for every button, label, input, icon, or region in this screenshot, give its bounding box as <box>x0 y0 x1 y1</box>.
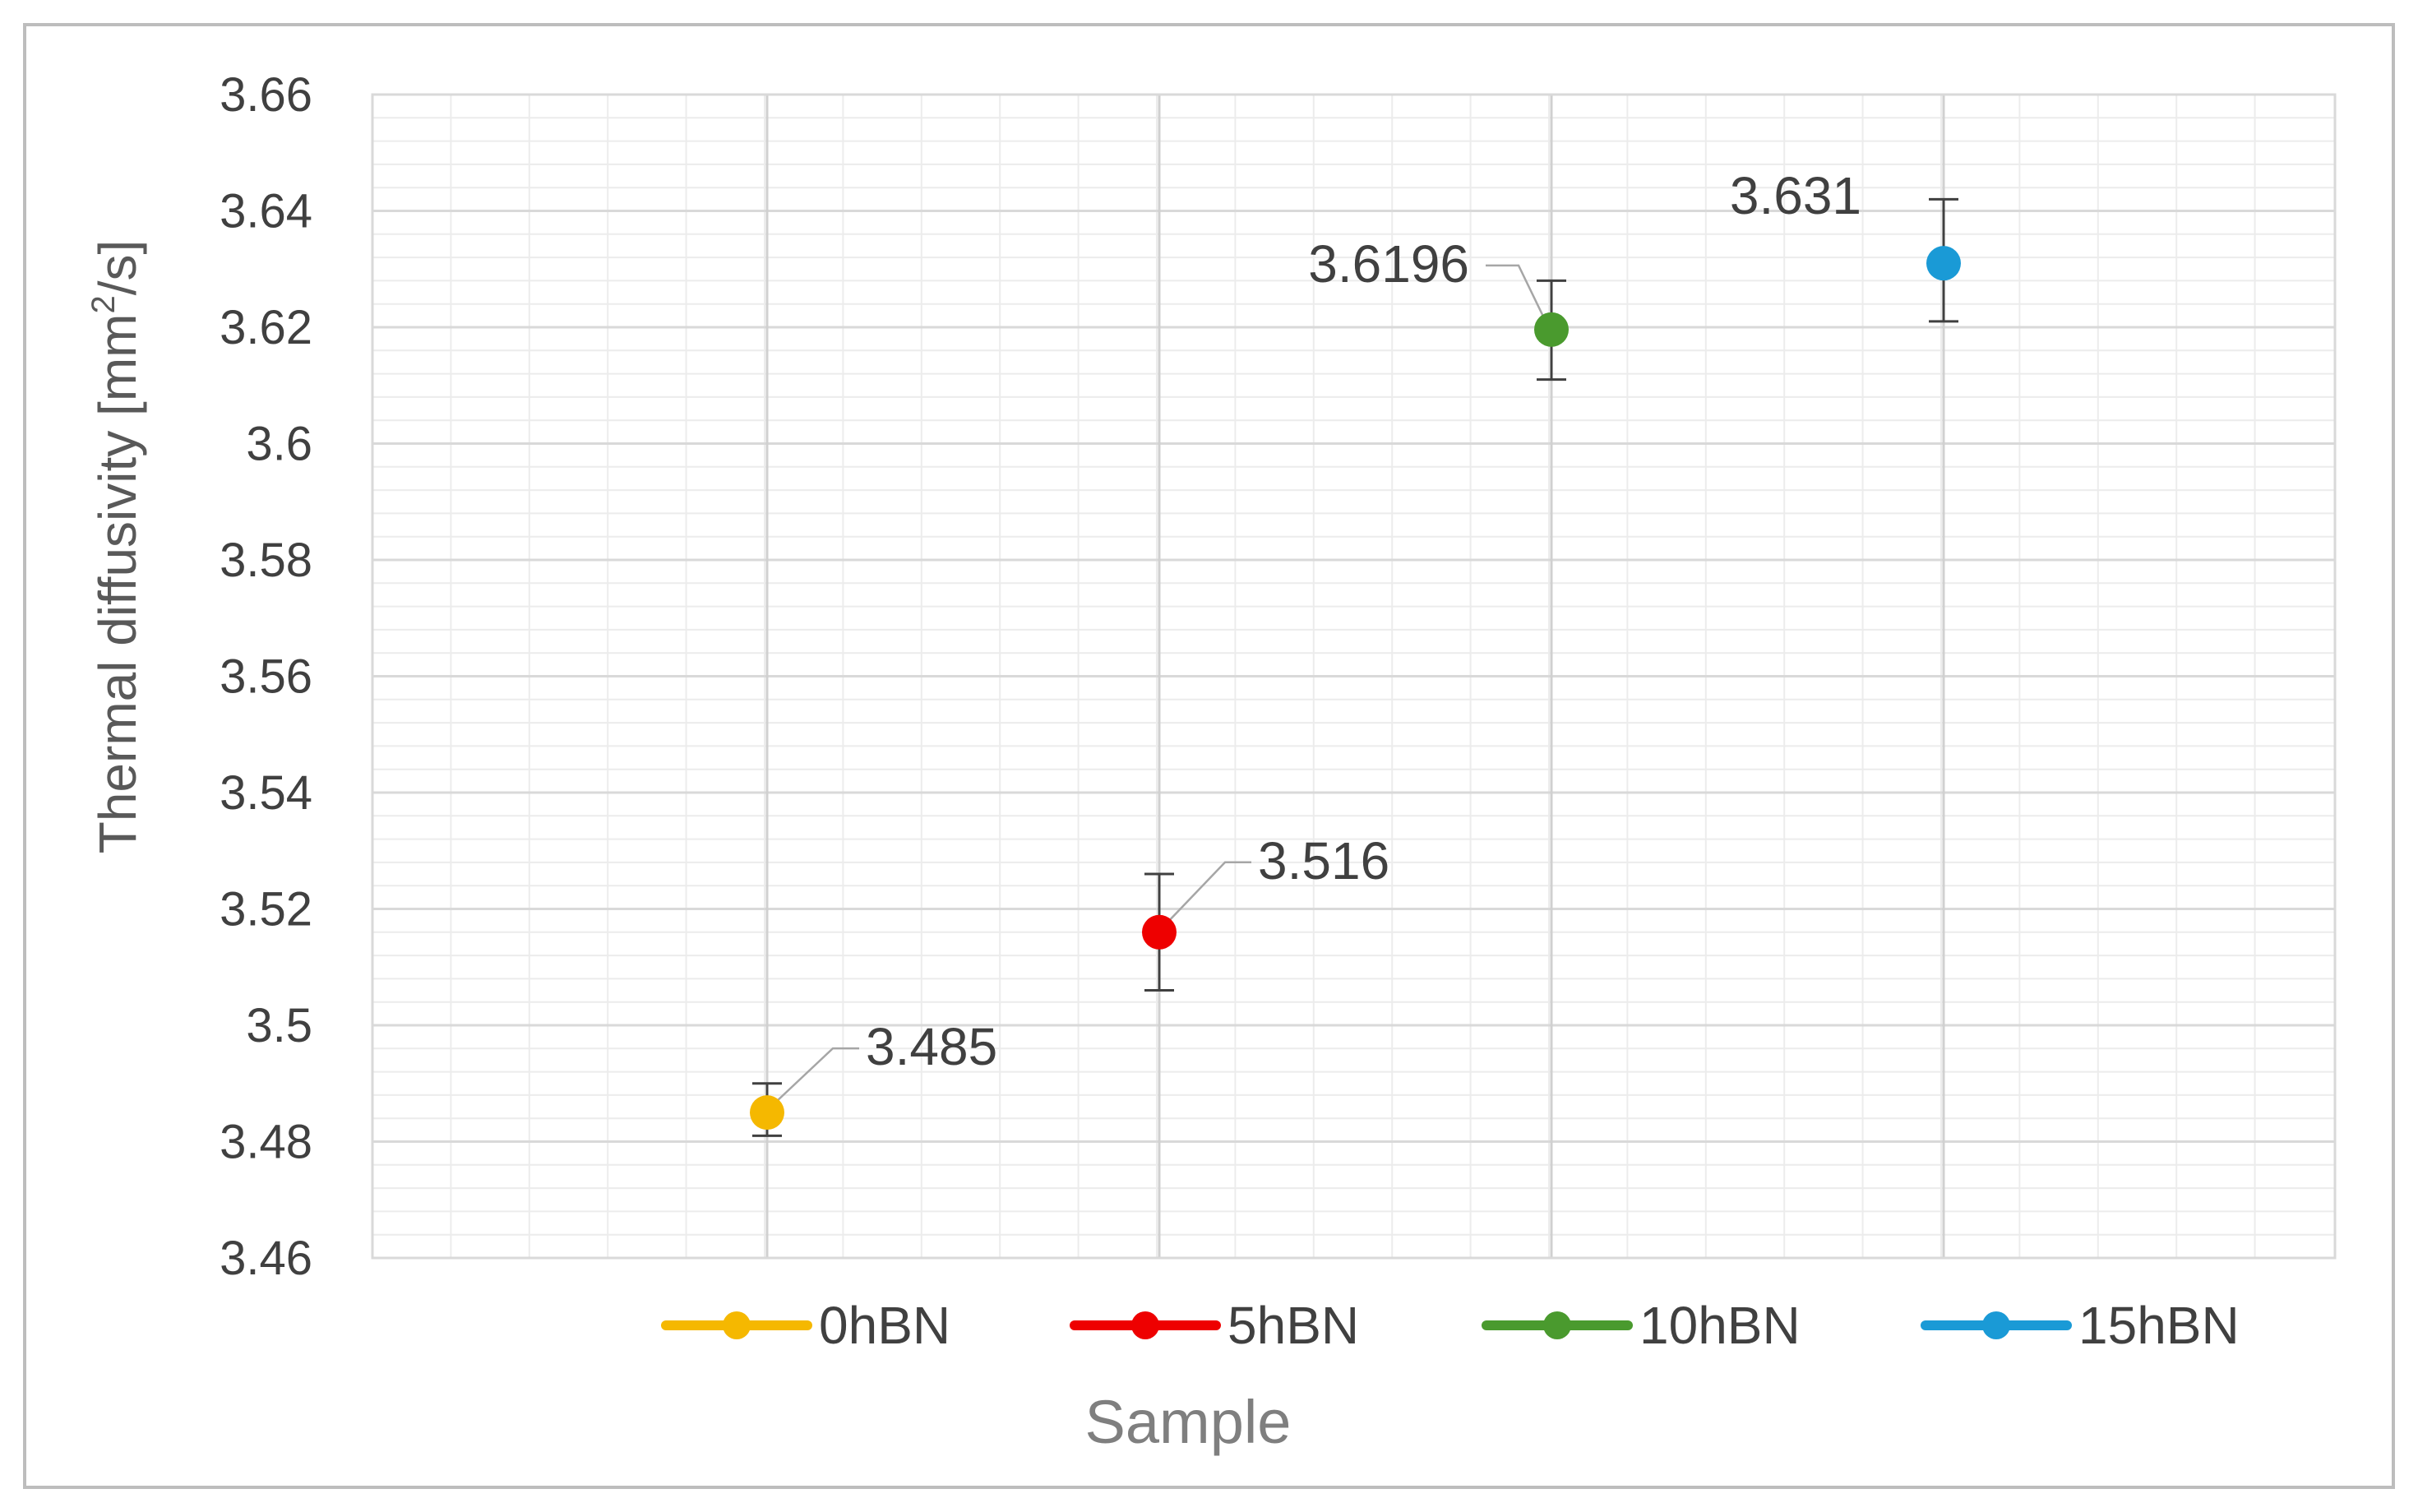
leader-line-0hBN <box>776 1047 859 1103</box>
y-axis-title-main: Thermal diffusivity [mm <box>88 314 147 854</box>
legend-label-5hBN: 5hBN <box>1227 1296 1359 1355</box>
legend-marker-10hBN <box>1543 1311 1571 1339</box>
data-label-0hBN: 3.485 <box>866 1017 997 1076</box>
plot-area-border <box>371 93 2337 1260</box>
y-tick-label: 3.5 <box>246 999 312 1052</box>
y-tick-label: 3.46 <box>220 1232 312 1285</box>
point-0hBN <box>750 1095 784 1131</box>
legend-marker-5hBN <box>1131 1311 1159 1339</box>
y-axis-title-superscript: 2 <box>86 295 122 313</box>
y-tick-label: 3.52 <box>220 883 312 936</box>
y-tick-label: 3.56 <box>220 650 312 704</box>
point-5hBN <box>1142 914 1177 950</box>
y-tick-label: 3.58 <box>220 534 312 587</box>
point-10hBN <box>1534 312 1569 347</box>
leader-line-10hBN <box>1486 264 1545 317</box>
x-axis-title: Sample <box>1085 1388 1292 1456</box>
label-leader-lines <box>776 264 1545 1103</box>
y-tick-label: 3.64 <box>220 185 312 238</box>
data-label-10hBN: 3.6196 <box>1308 234 1469 294</box>
y-axis-ticks: 3.46 3.48 3.5 3.52 3.54 3.56 3.58 3.6 3.62 3.64 3.… <box>220 68 312 1285</box>
chart-frame <box>23 23 2395 1489</box>
y-axis-title: Thermal diffusivity [mm2/s] <box>86 240 147 854</box>
y-tick-label: 3.6 <box>246 418 312 471</box>
error-bars <box>752 197 1958 1137</box>
legend: 0hBN 5hBN 10hBN 15hBN <box>661 1296 2240 1355</box>
minor-gridlines <box>372 95 2335 1258</box>
point-15hBN <box>1926 246 1961 281</box>
legend-label-0hBN: 0hBN <box>819 1296 950 1355</box>
legend-label-10hBN: 10hBN <box>1639 1296 1801 1355</box>
y-tick-label: 3.62 <box>220 301 312 354</box>
y-tick-label: 3.48 <box>220 1116 312 1169</box>
legend-marker-0hBN <box>723 1311 751 1339</box>
leader-line-5hBN <box>1168 861 1251 922</box>
major-gridlines <box>372 95 2335 1258</box>
legend-marker-15hBN <box>1982 1311 2010 1339</box>
y-tick-label: 3.54 <box>220 766 312 820</box>
data-label-15hBN: 3.631 <box>1730 166 1861 225</box>
y-tick-label: 3.66 <box>220 68 312 122</box>
data-labels: 3.485 3.516 3.6196 3.631 <box>866 166 1861 1076</box>
data-label-5hBN: 3.516 <box>1258 831 1389 890</box>
legend-label-15hBN: 15hBN <box>2078 1296 2240 1355</box>
y-axis-title-end: /s] <box>88 240 147 296</box>
data-points <box>750 246 1961 1131</box>
